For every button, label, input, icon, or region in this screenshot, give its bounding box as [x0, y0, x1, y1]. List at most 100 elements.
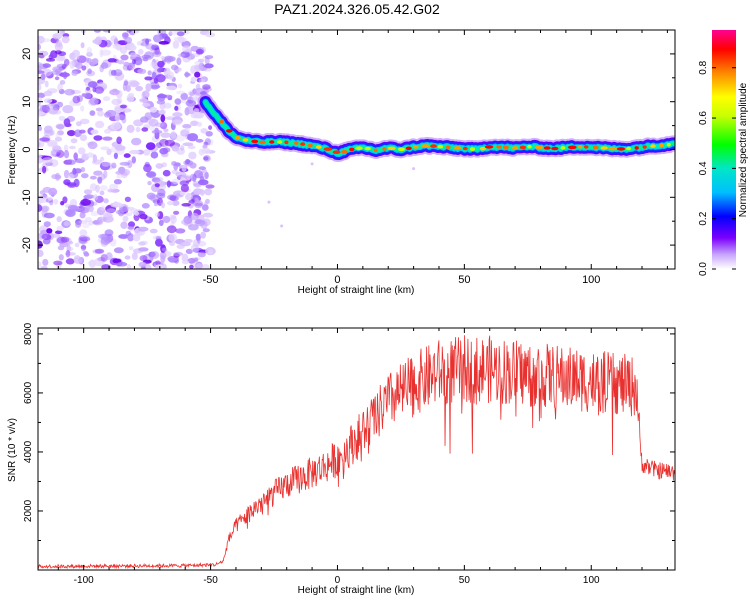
noise-speck: [153, 202, 159, 207]
noise-speck: [204, 188, 213, 196]
noise-speck: [83, 61, 89, 69]
noise-speck: [43, 212, 55, 219]
snr-y-label: SNR (10 * v/v): [7, 418, 18, 482]
noise-speck: [102, 211, 112, 218]
ridge-hotspot: [284, 140, 289, 145]
noise-speck: [49, 142, 58, 147]
noise-speck: [57, 130, 64, 136]
noise-speck: [161, 202, 165, 209]
noise-speck: [172, 119, 183, 126]
noise-speck: [169, 195, 177, 201]
noise-speck: [56, 225, 64, 232]
noise-speck: [135, 126, 141, 133]
noise-speck: [47, 196, 53, 201]
noise-speck: [38, 54, 45, 59]
noise-speck: [120, 54, 129, 61]
noise-speck: [168, 233, 178, 242]
noise-speck: [54, 136, 63, 142]
noise-speck: [175, 228, 186, 234]
y-tick-label: 8000: [23, 322, 34, 345]
noise-speck: [63, 58, 70, 66]
spectrogram-x-ticks: -100 -50 0 50 100: [57, 30, 668, 286]
noise-speck: [93, 30, 101, 33]
noise-speck: [100, 146, 110, 151]
noise-speck: [78, 220, 89, 224]
x-tick-label: 100: [583, 575, 600, 586]
noise-speck: [92, 249, 103, 254]
noise-speck: [167, 201, 174, 206]
ridge-hotspot: [642, 145, 647, 149]
noise-speck: [202, 212, 214, 218]
noise-speck: [129, 62, 135, 71]
noise-speck: [120, 104, 127, 109]
noise-speck: [52, 145, 62, 153]
noise-speck: [196, 121, 203, 127]
ridge-hotspot: [387, 146, 396, 151]
noise-speck: [73, 129, 82, 137]
noise-speck: [96, 217, 103, 224]
noise-speck: [55, 50, 62, 55]
noise-speck: [43, 98, 53, 104]
noise-speck: [189, 264, 194, 269]
noise-speck: [141, 127, 149, 132]
noise-speck: [193, 257, 199, 262]
noise-speck: [185, 248, 193, 254]
colorbar-tick-label: 0.2: [698, 211, 709, 225]
noise-speck: [106, 148, 111, 155]
noise-speck: [193, 108, 200, 114]
noise-speck: [109, 183, 119, 190]
noise-speck: [96, 207, 106, 216]
ridge-hotspot: [592, 145, 599, 150]
noise-speck: [94, 86, 105, 94]
x-tick-label: 0: [335, 575, 341, 586]
ridge-hotspot: [543, 146, 551, 150]
noise-speck: [101, 264, 111, 269]
noise-speck: [120, 168, 130, 176]
ridge-hotspot: [480, 146, 486, 151]
spectrogram-y-ticks: -20 -10 0 10 20: [21, 29, 675, 270]
noise-speck: [166, 85, 177, 91]
ridge-hotspot: [512, 146, 519, 150]
noise-speck: [208, 125, 213, 130]
noise-speck: [58, 254, 64, 261]
noise-speck: [130, 45, 137, 51]
noise-speck: [193, 170, 204, 179]
noise-speck: [129, 149, 141, 155]
noise-speck: [155, 264, 164, 269]
ridge-hotspot: [234, 136, 241, 140]
noise-speck: [107, 188, 114, 193]
ridge-hotspot: [469, 147, 476, 151]
noise-speck: [174, 98, 182, 105]
noise-speck: [172, 112, 183, 118]
noise-speck: [175, 171, 187, 178]
noise-speck: [126, 264, 132, 269]
noise-speck: [94, 248, 105, 254]
noise-speck: [84, 57, 89, 63]
noise-speck: [44, 80, 49, 88]
noise-speck: [195, 233, 201, 241]
noise-speck: [38, 110, 42, 118]
ridge-hotspot: [578, 144, 583, 149]
ridge-hotspot: [567, 145, 577, 150]
noise-speck: [122, 82, 127, 92]
noise-speck: [117, 114, 126, 121]
noise-speck: [155, 238, 163, 247]
noise-speck: [185, 158, 191, 165]
noise-speck: [140, 42, 149, 47]
ridge-hotspot: [462, 146, 468, 151]
noise-speck: [110, 122, 122, 131]
noise-speck: [171, 200, 180, 206]
noise-speck: [204, 55, 214, 60]
noise-speck: [182, 45, 191, 53]
noise-speck: [137, 226, 149, 232]
noise-speck: [185, 99, 197, 107]
noise-speck: [175, 134, 186, 142]
noise-speck: [205, 198, 210, 204]
noise-speck: [86, 47, 93, 55]
ridge-hotspot: [373, 148, 378, 153]
snr-x-ticks: -100 -50 0 50 100: [57, 328, 668, 586]
noise-speck: [40, 38, 51, 43]
noise-speck: [160, 132, 171, 138]
ridge-hotspot: [332, 150, 341, 154]
